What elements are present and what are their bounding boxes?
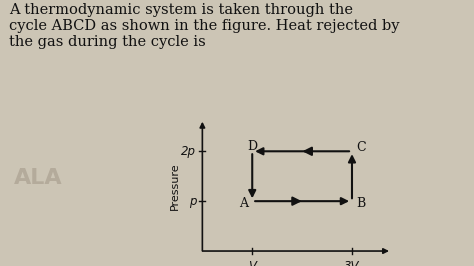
Text: C: C bbox=[356, 141, 366, 154]
Text: A thermodynamic system is taken through the
cycle ABCD as shown in the figure. H: A thermodynamic system is taken through … bbox=[9, 3, 400, 49]
Text: Volume $\longrightarrow$: Volume $\longrightarrow$ bbox=[268, 265, 337, 266]
Text: D: D bbox=[247, 140, 257, 153]
Text: Pressure: Pressure bbox=[170, 162, 180, 210]
Text: ALA: ALA bbox=[14, 168, 62, 188]
Text: B: B bbox=[356, 197, 365, 210]
Text: V: V bbox=[248, 260, 256, 266]
Text: 2p: 2p bbox=[182, 145, 196, 158]
Text: A: A bbox=[239, 197, 248, 210]
Text: 3V: 3V bbox=[344, 260, 360, 266]
Text: p: p bbox=[189, 195, 196, 208]
